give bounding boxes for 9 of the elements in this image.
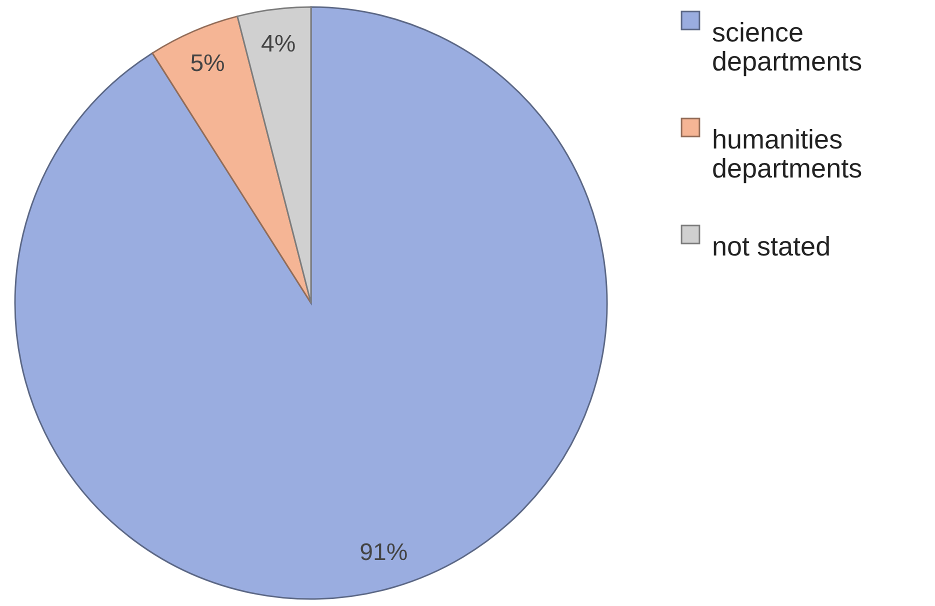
legend-label: not stated — [712, 232, 831, 262]
pie-slice — [236, 6, 312, 304]
pie-slice — [152, 16, 312, 304]
data-label: 4% — [261, 30, 296, 58]
legend-label: humanities departments — [712, 124, 862, 184]
data-label: 5% — [190, 50, 225, 77]
pie-slice — [14, 6, 608, 600]
data-label: 91% — [360, 539, 408, 566]
legend-label: science departments — [712, 18, 862, 76]
